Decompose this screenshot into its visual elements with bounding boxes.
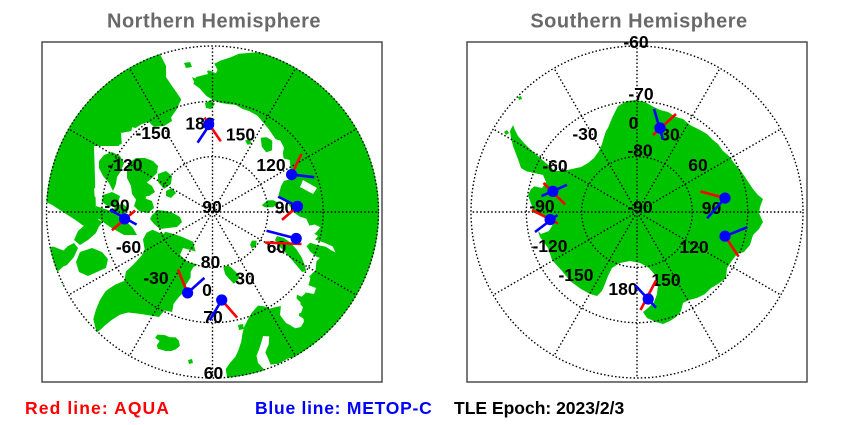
svg-text:-30: -30 [143, 268, 169, 288]
svg-text:120: 120 [679, 237, 708, 257]
svg-text:-120: -120 [107, 155, 142, 175]
svg-text:-70: -70 [628, 84, 654, 104]
svg-text:-30: -30 [572, 124, 598, 144]
svg-text:TLE Epoch: 2023/2/3: TLE Epoch: 2023/2/3 [454, 398, 624, 418]
svg-text:Northern Hemisphere: Northern Hemisphere [107, 11, 321, 33]
svg-text:150: 150 [226, 125, 255, 145]
svg-text:Blue line: METOP-C: Blue line: METOP-C [255, 398, 433, 418]
svg-text:80: 80 [201, 252, 221, 272]
svg-text:-90: -90 [529, 196, 555, 216]
svg-text:-80: -80 [627, 141, 653, 161]
svg-text:-60: -60 [623, 32, 649, 52]
svg-text:60: 60 [204, 363, 224, 383]
svg-text:-90: -90 [627, 197, 653, 217]
svg-text:-60: -60 [116, 237, 142, 257]
svg-text:90: 90 [202, 197, 222, 217]
svg-text:120: 120 [256, 155, 285, 175]
svg-text:-150: -150 [135, 123, 170, 143]
svg-text:-150: -150 [558, 265, 593, 285]
svg-text:180: 180 [608, 279, 637, 299]
svg-text:-120: -120 [532, 236, 567, 256]
svg-text:60: 60 [688, 155, 708, 175]
svg-text:0: 0 [629, 113, 639, 133]
svg-text:-60: -60 [542, 156, 568, 176]
svg-text:Red line: AQUA: Red line: AQUA [25, 398, 170, 418]
svg-text:150: 150 [651, 270, 680, 290]
svg-text:30: 30 [235, 269, 255, 289]
svg-text:0: 0 [202, 280, 212, 300]
svg-text:60: 60 [267, 237, 287, 257]
svg-text:90: 90 [702, 198, 722, 218]
svg-text:Southern Hemisphere: Southern Hemisphere [530, 11, 747, 33]
